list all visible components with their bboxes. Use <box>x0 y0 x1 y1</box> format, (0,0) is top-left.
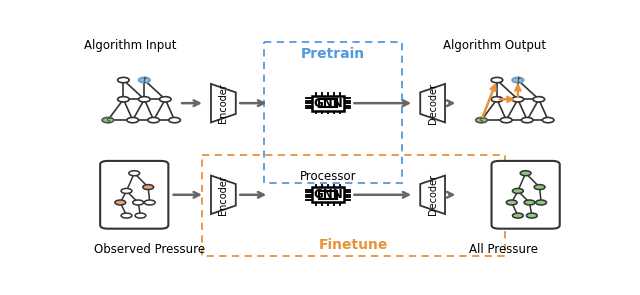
Circle shape <box>102 117 114 123</box>
Circle shape <box>491 77 503 83</box>
Text: Finetune: Finetune <box>319 238 388 252</box>
FancyBboxPatch shape <box>100 161 168 229</box>
Circle shape <box>542 117 554 123</box>
Circle shape <box>512 97 524 102</box>
Bar <box>264 42 402 183</box>
Circle shape <box>536 200 547 205</box>
Polygon shape <box>420 176 445 214</box>
Text: Decoder: Decoder <box>428 174 438 215</box>
Bar <box>312 96 344 111</box>
Text: GNN: GNN <box>313 97 343 110</box>
Circle shape <box>118 97 129 102</box>
Circle shape <box>145 200 155 205</box>
Text: Decoder: Decoder <box>428 83 438 124</box>
Bar <box>312 187 344 202</box>
Text: s: s <box>479 116 484 124</box>
Text: Processor: Processor <box>300 170 356 183</box>
Circle shape <box>121 189 132 194</box>
Text: t: t <box>516 76 520 85</box>
Circle shape <box>118 77 129 83</box>
Polygon shape <box>211 84 236 122</box>
Text: Algorithm Output: Algorithm Output <box>443 39 546 52</box>
Circle shape <box>500 117 512 123</box>
Circle shape <box>524 200 535 205</box>
Text: Encoder: Encoder <box>218 83 228 123</box>
Circle shape <box>132 200 143 205</box>
Circle shape <box>512 77 524 83</box>
Circle shape <box>148 117 159 123</box>
Text: All Pressure: All Pressure <box>469 242 538 256</box>
Circle shape <box>138 77 150 83</box>
Bar <box>319 99 337 107</box>
Circle shape <box>534 185 545 190</box>
Circle shape <box>533 97 545 102</box>
Circle shape <box>491 97 503 102</box>
Text: Pretrain: Pretrain <box>301 47 365 61</box>
Text: Observed Pressure: Observed Pressure <box>94 242 205 256</box>
Text: t: t <box>143 76 146 85</box>
Polygon shape <box>420 84 445 122</box>
Bar <box>202 155 505 256</box>
Circle shape <box>476 117 487 123</box>
Circle shape <box>506 200 517 205</box>
Text: Encoder: Encoder <box>218 175 228 215</box>
Circle shape <box>159 97 171 102</box>
Bar <box>319 191 337 199</box>
Text: Algorithm Input: Algorithm Input <box>84 39 177 52</box>
Circle shape <box>135 213 146 218</box>
Circle shape <box>169 117 180 123</box>
Text: s: s <box>106 116 110 124</box>
Circle shape <box>121 213 132 218</box>
Circle shape <box>115 200 125 205</box>
Circle shape <box>513 189 524 194</box>
Circle shape <box>522 117 533 123</box>
Circle shape <box>138 97 150 102</box>
Text: GNN: GNN <box>313 188 343 201</box>
Circle shape <box>143 185 154 190</box>
Circle shape <box>129 171 140 176</box>
Circle shape <box>520 171 531 176</box>
FancyBboxPatch shape <box>492 161 560 229</box>
Circle shape <box>527 213 537 218</box>
Polygon shape <box>211 176 236 214</box>
Circle shape <box>513 213 524 218</box>
Circle shape <box>127 117 138 123</box>
